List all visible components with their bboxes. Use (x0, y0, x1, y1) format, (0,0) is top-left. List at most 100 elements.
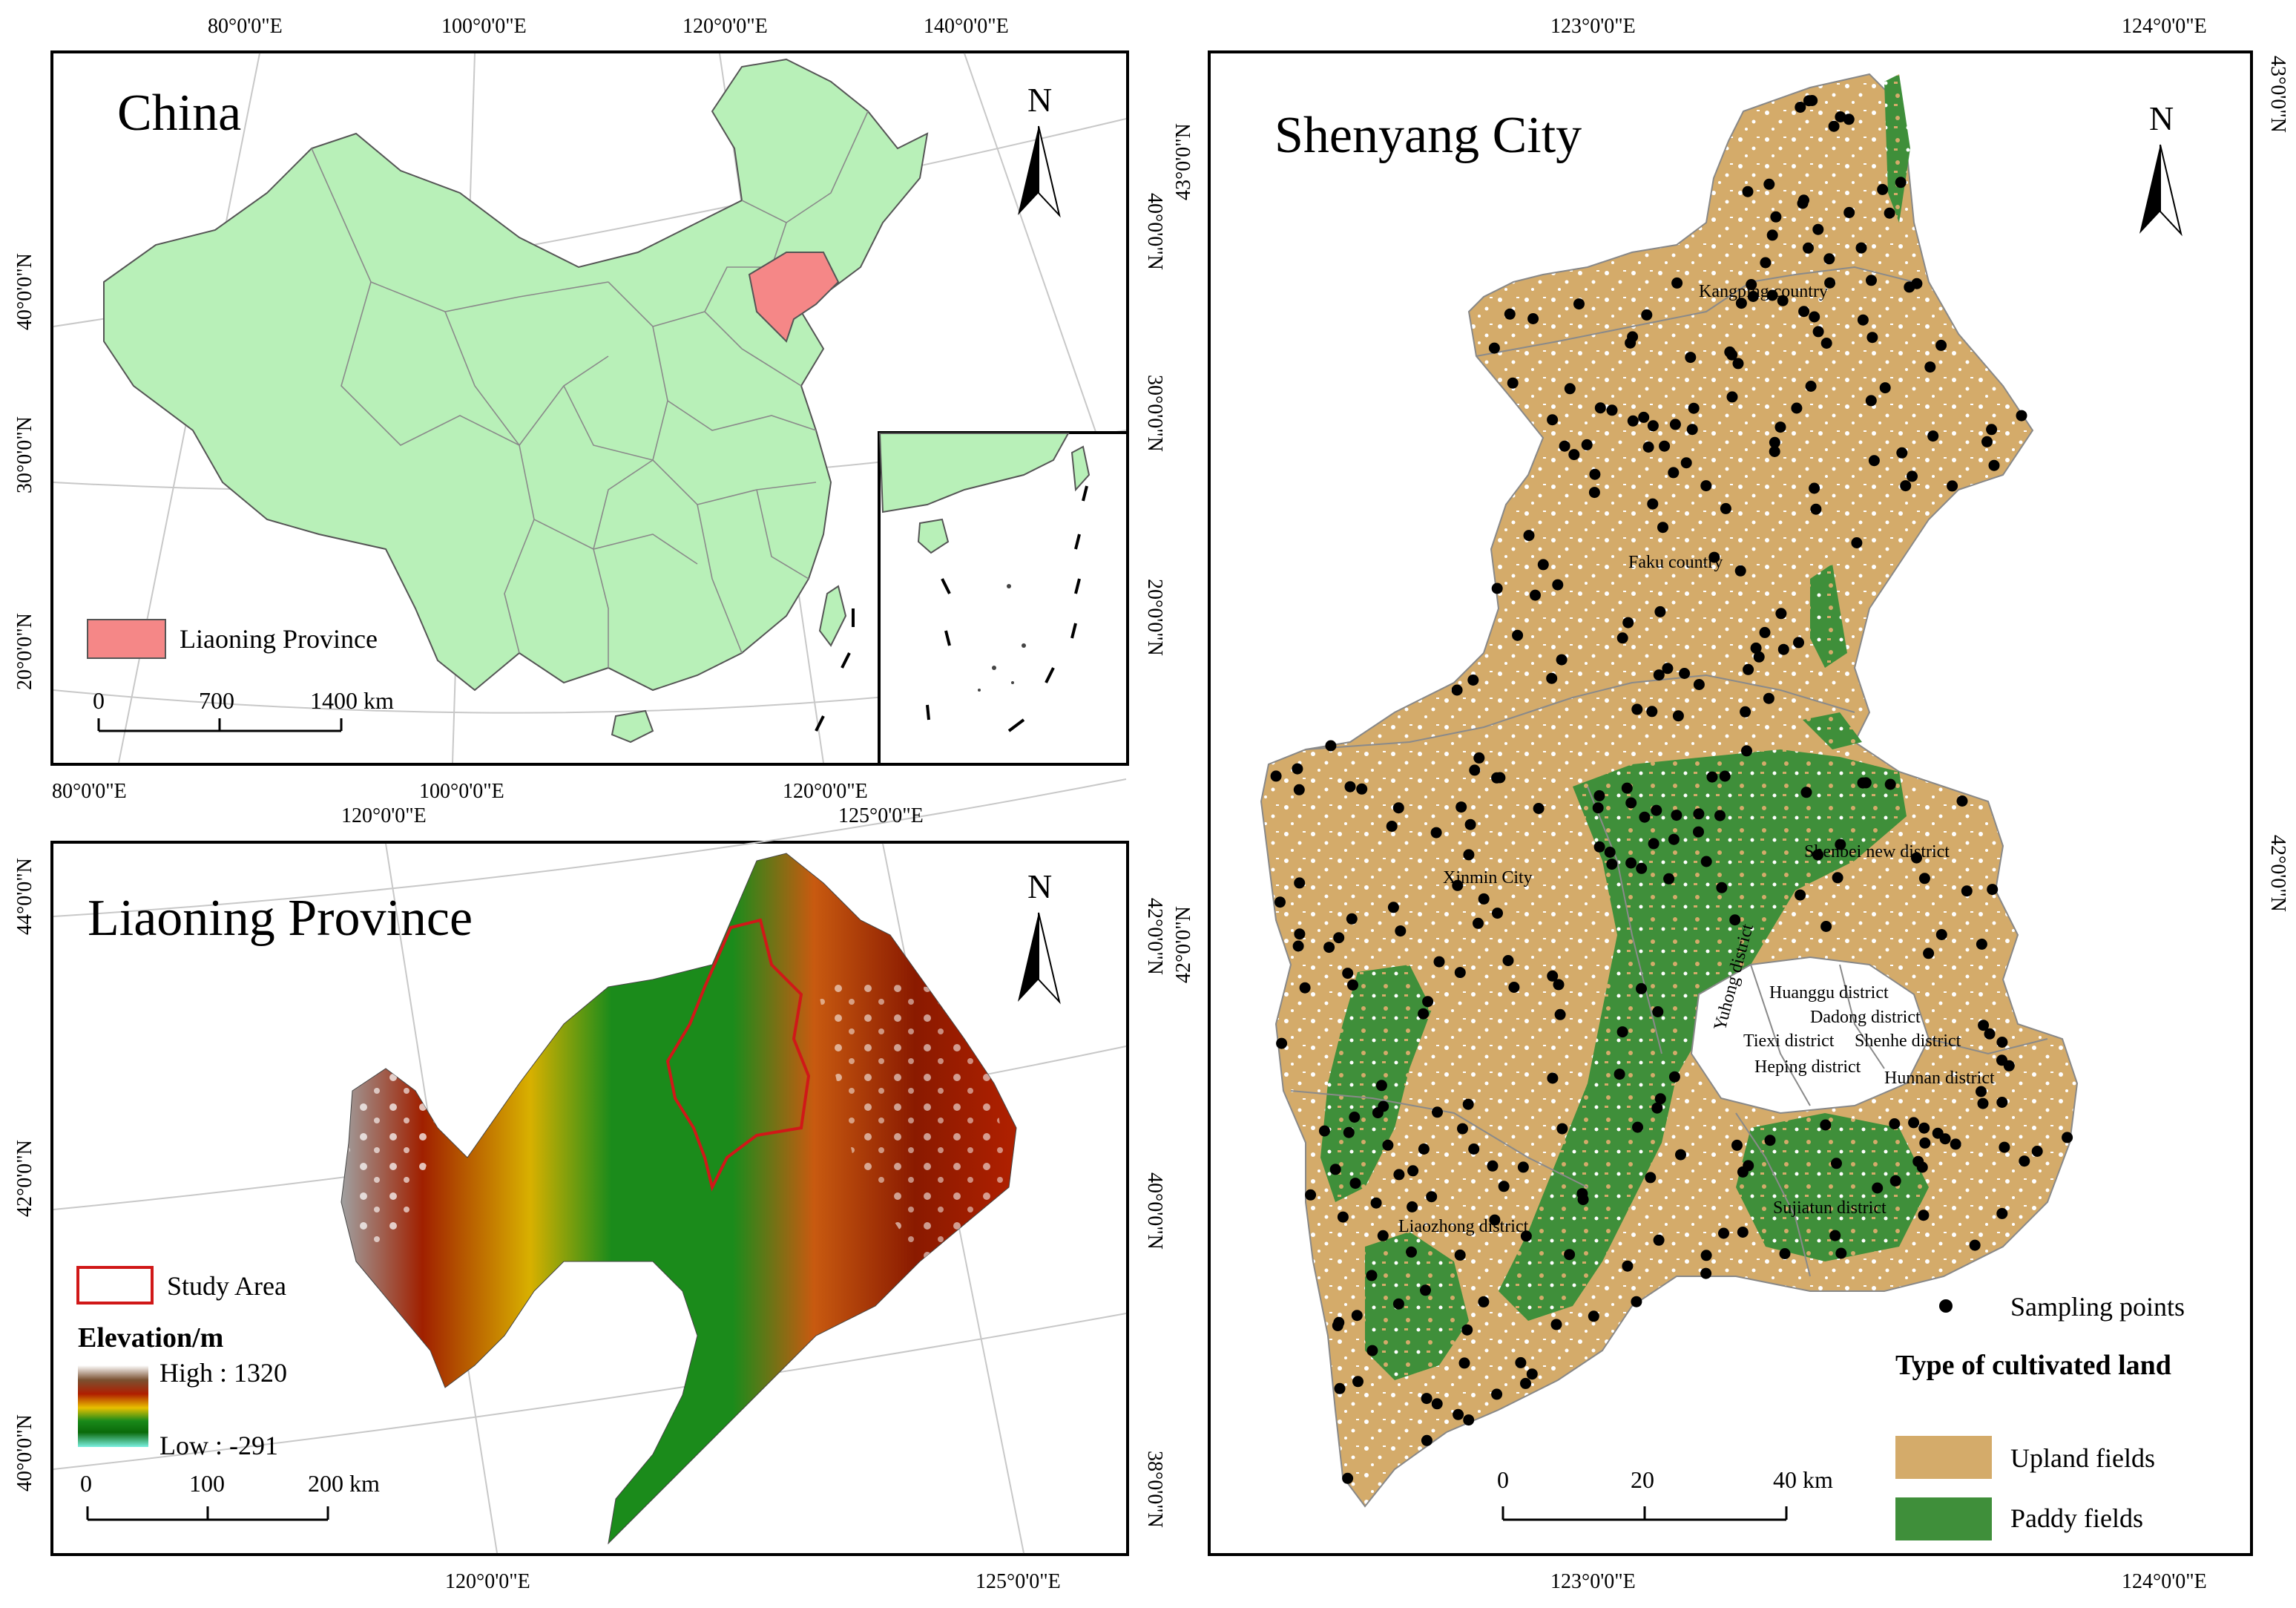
label-liaozhong: Liaozhong district (1398, 1217, 1529, 1236)
sampling-point (1491, 1388, 1503, 1400)
sampling-point (1820, 338, 1832, 349)
sampling-point (1349, 1178, 1361, 1189)
sampling-point (1337, 1211, 1349, 1223)
sampling-point (1812, 326, 1824, 338)
sampling-point (1918, 1122, 1930, 1134)
sampling-point (1375, 1080, 1387, 1092)
label-tiexi: Tiexi district (1743, 1031, 1835, 1051)
sampling-point (1645, 1172, 1657, 1184)
sampling-point (1895, 177, 1907, 188)
sampling-point (1270, 770, 1282, 782)
sampling-point (1463, 1414, 1475, 1426)
sampling-point (1556, 654, 1568, 666)
sampling-point (1740, 706, 1751, 718)
sampling-point (1332, 1319, 1343, 1331)
sampling-point (1344, 781, 1356, 792)
label-hunnan: Hunnan district (1884, 1069, 1995, 1088)
sampling-point (1292, 940, 1304, 952)
sampling-point (1716, 882, 1728, 893)
sampling-point (1323, 942, 1335, 954)
sampling-point (1824, 277, 1836, 289)
sampling-point (1488, 342, 1500, 354)
sampling-point (1924, 361, 1936, 373)
sampling-point (1627, 415, 1639, 427)
sampling-point (1469, 764, 1481, 776)
sampling-point (1986, 424, 1998, 436)
sampling-point (1866, 275, 1877, 286)
svg-text:20°0'0"N: 20°0'0"N (1143, 579, 1166, 656)
sampling-point (1923, 948, 1935, 959)
svg-text:42°0'0"N: 42°0'0"N (2266, 835, 2289, 912)
sampling-point (1636, 862, 1648, 874)
north-label: N (1027, 867, 1052, 905)
sampling-point (1750, 642, 1762, 654)
sampling-point (1987, 884, 1999, 896)
sampling-point (1805, 381, 1817, 392)
sampling-point (1918, 873, 1930, 885)
sampling-point (1961, 885, 1973, 897)
sampling-point (1393, 1169, 1405, 1181)
sampling-point (1418, 1008, 1430, 1020)
sampling-point (1857, 314, 1869, 326)
china-panel: China N Liaoning Province 0 700 1400 km … (13, 15, 1166, 803)
sampling-point (1366, 1345, 1378, 1356)
sampling-point (1593, 841, 1605, 853)
sampling-point (1877, 183, 1889, 195)
sampling-point (1395, 925, 1407, 937)
liaoning-title: Liaoning Province (88, 890, 473, 947)
elevation-title: Elevation/m (78, 1322, 223, 1353)
north-label: N (1027, 81, 1052, 119)
sampling-point (1726, 391, 1738, 403)
sampling-points-layer (1270, 95, 2073, 1484)
sampling-point (1648, 838, 1659, 850)
svg-text:42°0'0"N: 42°0'0"N (1143, 898, 1166, 975)
sampling-point (1791, 402, 1803, 414)
sampling-point (1463, 849, 1475, 861)
sampling-point (1900, 480, 1912, 492)
sampling-point (1860, 777, 1872, 789)
svg-text:20°0'0"N: 20°0'0"N (13, 613, 36, 690)
sampling-point (1800, 787, 1812, 798)
sampling-point (1638, 411, 1650, 423)
sampling-point (1828, 120, 1840, 132)
sampling-point (1769, 436, 1780, 448)
sampling-point (1668, 467, 1680, 479)
paddy-legend-swatch (1895, 1497, 1992, 1540)
cultivated-land-legend-title: Type of cultivated land (1895, 1350, 2171, 1381)
sampling-point (1820, 1119, 1832, 1131)
sampling-point (1671, 810, 1682, 821)
sampling-point (1453, 1408, 1464, 1420)
sampling-point (1700, 480, 1712, 492)
china-dash-lines (815, 608, 855, 732)
sampling-point (1606, 404, 1618, 416)
sampling-point (1512, 629, 1524, 641)
sampling-point (1334, 1382, 1346, 1394)
sampling-point (1593, 790, 1605, 801)
sampling-point (1520, 1377, 1531, 1389)
sampling-point (1947, 480, 1958, 492)
sampling-point (1523, 530, 1535, 542)
shenyang-paddy-areas (1320, 74, 1929, 1380)
sampling-point (1554, 1008, 1566, 1020)
sampling-point (1559, 440, 1570, 452)
china-title: China (117, 85, 241, 142)
sampling-point (1329, 1164, 1341, 1175)
sampling-point (1641, 309, 1653, 321)
sampling-point (1669, 419, 1681, 430)
svg-text:30°0'0"N: 30°0'0"N (13, 416, 36, 493)
study-area-outline (665, 918, 811, 1192)
china-scale-bar: 0 700 1400 km (93, 687, 394, 732)
svg-text:38°0'0"N: 38°0'0"N (1143, 1451, 1166, 1528)
sampling-point (1653, 1234, 1665, 1246)
sampling-point (1866, 332, 1878, 344)
sampling-point-legend-icon (1939, 1299, 1953, 1313)
sampling-point (1504, 308, 1516, 320)
sampling-point (1743, 663, 1754, 675)
sampling-point (1491, 772, 1503, 784)
shenyang-district-boundaries (1290, 266, 2048, 1277)
liaoning-panel: Liaoning Province N Study Area Elevation… (13, 778, 1166, 1593)
svg-text:40°0'0"N: 40°0'0"N (13, 253, 36, 330)
elevation-color-ramp (78, 1365, 148, 1447)
sampling-point (1636, 982, 1647, 994)
sampling-point (1473, 752, 1485, 764)
